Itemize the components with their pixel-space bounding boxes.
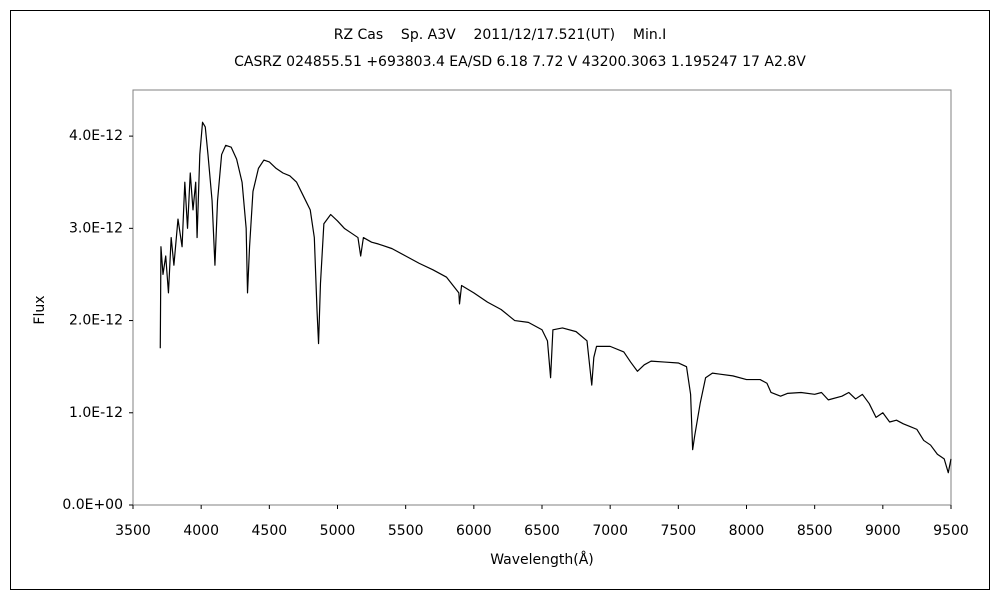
x-tick-label: 4500 [252, 523, 288, 539]
x-tick-label: 7000 [592, 523, 628, 539]
x-tick-label: 4000 [183, 523, 219, 539]
y-tick-label: 0.0E+00 [62, 497, 123, 513]
x-tick-label: 6500 [524, 523, 560, 539]
x-tick-label: 7500 [661, 523, 697, 539]
frame [10, 10, 990, 590]
y-tick-label: 1.0E-12 [69, 405, 123, 421]
chart-subtitle: CASRZ 024855.51 +693803.4 EA/SD 6.18 7.7… [234, 54, 806, 70]
x-tick-label: 5500 [388, 523, 424, 539]
x-tick-label: 8000 [729, 523, 765, 539]
x-tick-label: 5000 [320, 523, 356, 539]
y-tick-label: 2.0E-12 [69, 313, 123, 329]
x-tick-label: 8500 [797, 523, 833, 539]
spectrum-line [159, 121, 952, 474]
x-tick-label: 9000 [865, 523, 901, 539]
chart-title: RZ Cas Sp. A3V 2011/12/17.521(UT) Min.I [334, 27, 667, 43]
y-tick-label: 4.0E-12 [69, 128, 123, 144]
plot-area [132, 89, 952, 506]
x-tick-label: 9500 [933, 523, 969, 539]
y-tick-label: 3.0E-12 [69, 220, 123, 236]
y-axis-label: Flux [32, 295, 48, 324]
x-tick-label: 6000 [456, 523, 492, 539]
x-axis-label: Wavelength(Å) [490, 551, 594, 568]
x-tick-label: 3500 [115, 523, 151, 539]
